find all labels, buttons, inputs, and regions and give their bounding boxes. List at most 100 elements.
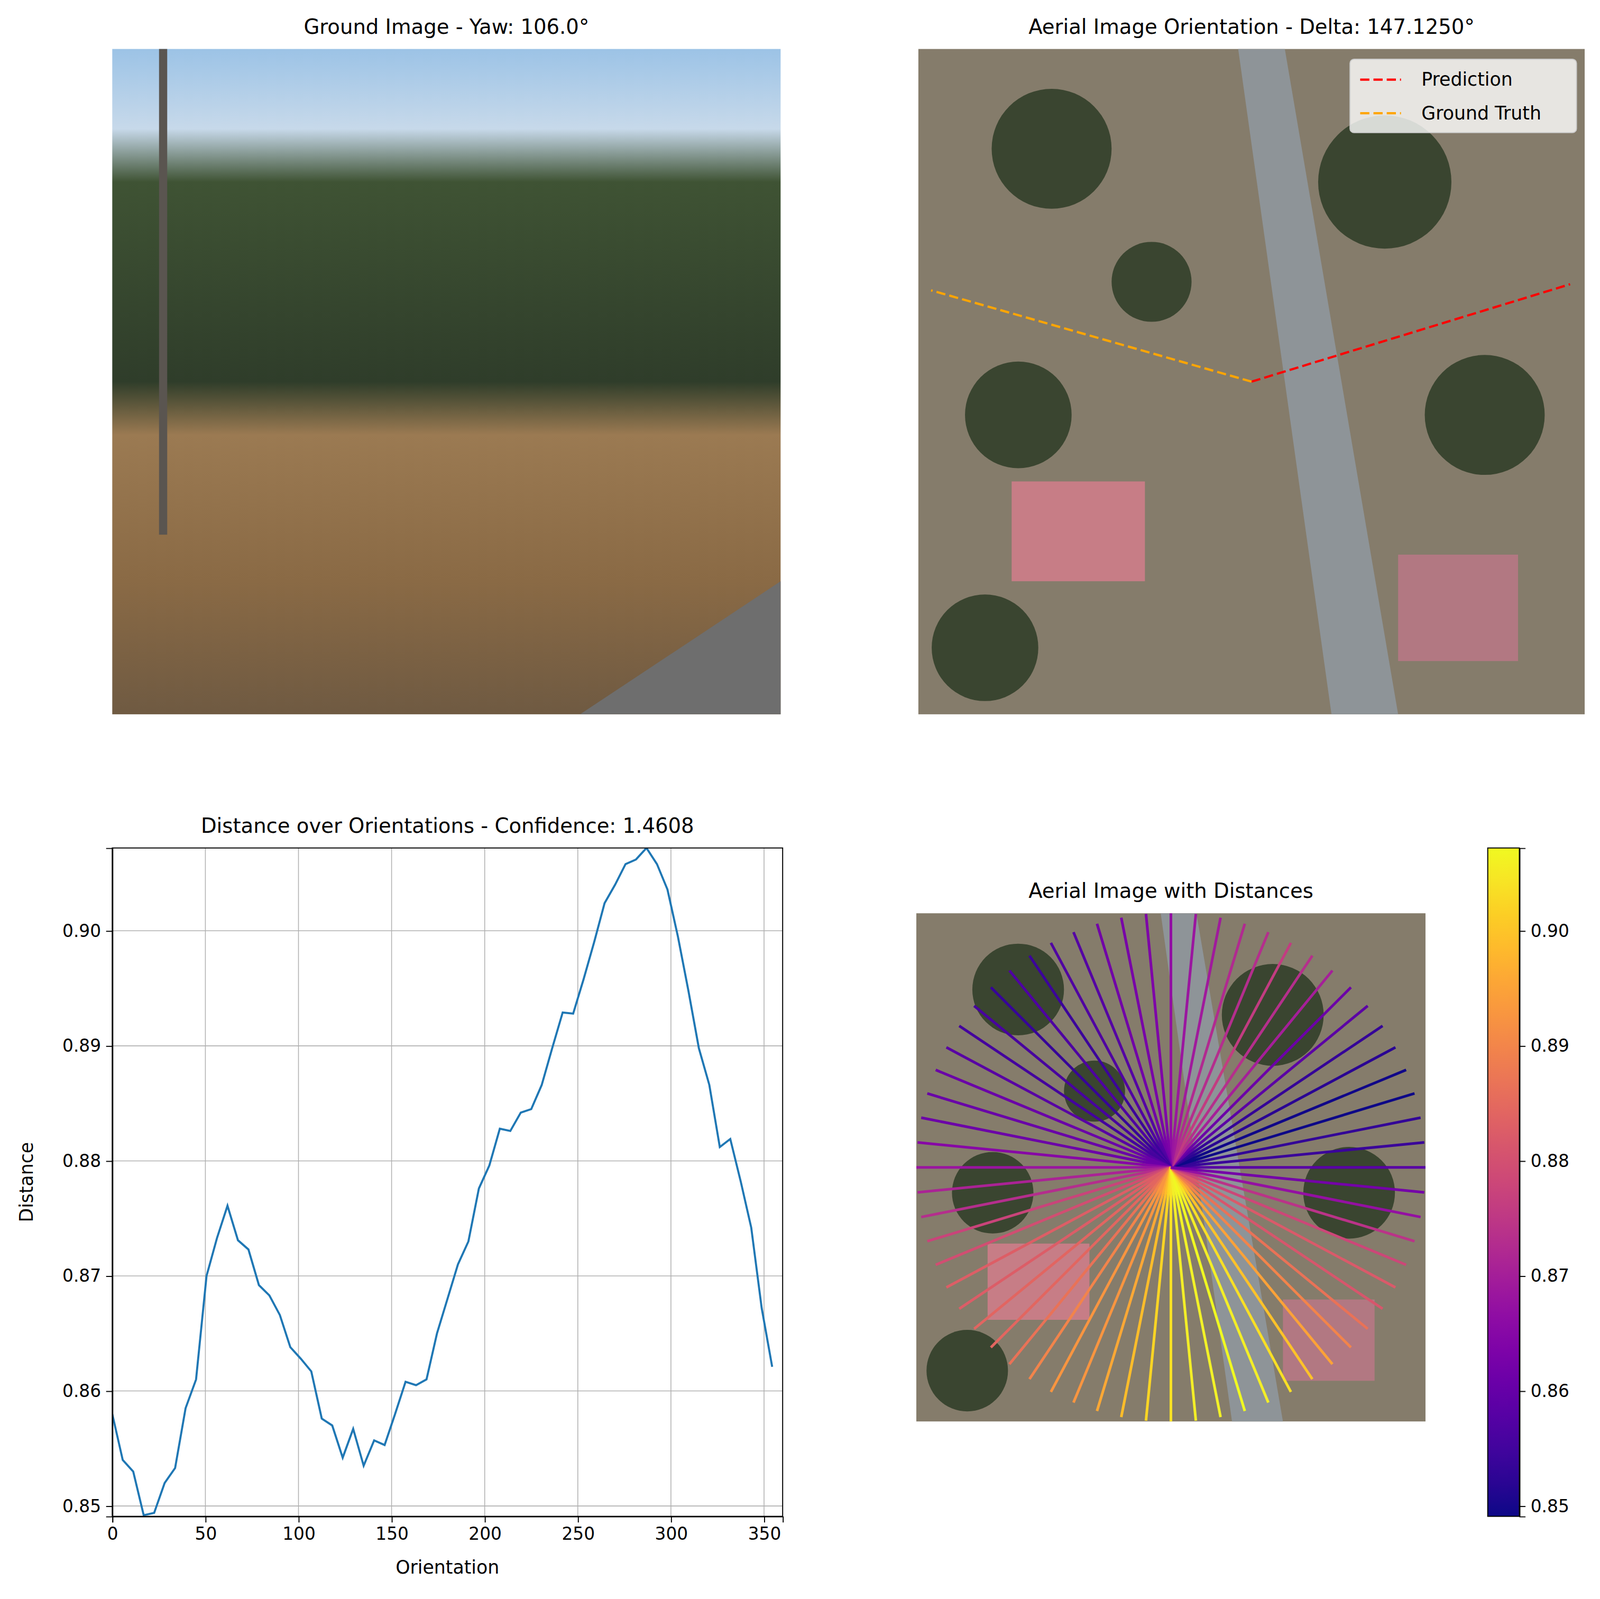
distance-ray [1170,1165,1425,1169]
distance-ray [1170,1167,1332,1365]
plot-frame [112,848,783,1517]
tick-label: 0.90 [62,921,101,942]
tick-label: 200 [468,1523,502,1544]
pole [159,49,168,536]
tick-label: 0.88 [1530,1151,1570,1172]
tick: 0.87 [1519,1265,1570,1286]
distance-ray [916,1165,1171,1169]
grid-line [112,1505,783,1507]
distance-ray [1170,1167,1291,1393]
distance-ray [1170,917,1221,1167]
tick-mark [764,1516,766,1523]
title: Aerial Image Orientation - Delta: 147.12… [1028,14,1475,39]
distance-ray [959,1167,1171,1309]
tick-label: 100 [282,1523,316,1544]
x-axis-line [112,1516,784,1523]
legend: PredictionGround Truth [1349,59,1577,133]
legend-swatch [1359,112,1401,115]
grid-line [112,1390,783,1392]
tick: 250 [561,1516,595,1545]
tick-label: 0 [107,1523,119,1544]
tick-mark [205,1516,207,1523]
grid-line [484,848,486,1517]
ground-image [112,49,781,715]
tick: 0.87 [62,1265,113,1286]
marks [931,284,1571,382]
tree [1303,1146,1395,1239]
tick-mark [106,1045,113,1047]
distance-ray [1170,914,1196,1168]
y-axis-title: Distance [15,1142,38,1223]
tick-label: 0.89 [62,1035,101,1056]
tick: 0.89 [1519,1035,1570,1056]
grid-line [670,848,672,1517]
tick: 50 [195,1516,218,1545]
y-axis-line [106,848,114,1517]
legend-box [1349,59,1577,133]
distance-ray [946,1167,1172,1288]
distance-ray [1169,913,1173,1168]
distance-ray [973,1005,1171,1167]
tick-mark [670,1516,673,1523]
tick-mark [1519,1275,1526,1277]
tick-mark [1519,1391,1526,1393]
x-axis: 0 50 100 150 200 250 300 350 [107,1516,784,1545]
background [0,0,1600,1599]
distance-ray [1073,1167,1171,1403]
aerial-image [918,49,1585,715]
tick-label: 0.85 [1530,1496,1570,1517]
distance-ray [935,1069,1172,1167]
orientation-line [931,290,1252,382]
tick-mark [106,1505,113,1507]
distance-ray [1170,1005,1368,1167]
distance-ray [1051,942,1172,1168]
tick-mark [106,1160,113,1162]
tick-label: 0.88 [62,1151,101,1172]
tick: 0.90 [62,921,113,942]
tick: 0 [107,1516,119,1545]
grid-line [112,1045,783,1047]
tick: 0.85 [1519,1496,1570,1517]
tick: 150 [375,1516,409,1545]
tick: 100 [282,1516,316,1545]
tick: 0.85 [62,1496,113,1517]
distance-ray [917,1142,1171,1167]
tree [1111,241,1192,322]
aerial-image [916,913,1426,1422]
marks [916,913,1426,1422]
grid-line [112,1160,783,1162]
tick-mark [484,1516,486,1523]
colorbar-axis-line [1519,848,1526,1517]
tick-mark [1519,1160,1526,1162]
tick: 0.90 [1519,921,1570,942]
tick: 300 [655,1516,689,1545]
tree [1424,354,1546,475]
grid-line [577,848,579,1517]
y-axis: 0.85 0.86 0.87 0.88 0.89 0.90 [62,848,113,1517]
tick: 200 [468,1516,502,1545]
tick: 0.86 [1519,1381,1570,1402]
legend-swatch [1359,78,1401,81]
distance-ray [973,1167,1171,1329]
colorbar: 0.85 0.86 0.87 0.88 0.89 0.90 [1487,848,1570,1517]
tick-label: 0.86 [62,1381,101,1402]
tree [964,361,1072,469]
grid-line [298,848,300,1517]
aerial-panel: PredictionGround Truth Aerial Image Orien… [918,14,1585,715]
distance-ray [1169,1167,1173,1422]
tick-label: 0.85 [62,1496,101,1517]
radial-panel: Aerial Image with Distances0.850.860.870… [916,848,1570,1517]
roof [1398,554,1519,661]
distance-ray [921,1117,1171,1168]
distance-ray [1170,932,1268,1168]
tick-mark [1519,1505,1526,1507]
title: Distance over Orientations - Confidence:… [200,813,695,838]
distance-ray [1170,1025,1383,1167]
tick-label: 50 [195,1523,218,1544]
distance-ray [1170,1167,1421,1218]
tick-label: 250 [561,1523,595,1544]
distance-line [112,848,772,1516]
title: Aerial Image with Distances [1028,878,1314,903]
tick-label: 350 [748,1523,782,1544]
distance-ray [1009,1167,1171,1365]
